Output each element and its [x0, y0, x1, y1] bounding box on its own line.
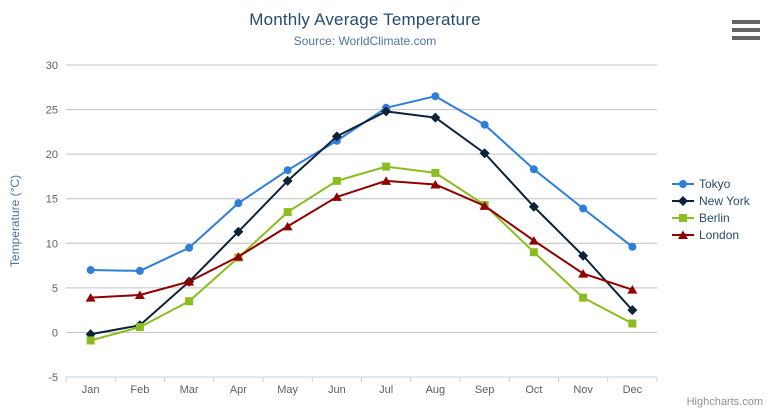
- series-line-new-york[interactable]: [89, 110, 634, 336]
- legend-label: New York: [699, 193, 750, 208]
- data-point[interactable]: [579, 204, 588, 213]
- legend-label: Berlin: [699, 210, 730, 225]
- data-point[interactable]: [233, 252, 244, 261]
- legend-label: London: [699, 227, 740, 242]
- data-point[interactable]: [628, 242, 637, 251]
- legend-label: Tokyo: [699, 176, 731, 191]
- data-point[interactable]: [135, 323, 144, 332]
- y-axis-title: Temperature (°C): [8, 174, 22, 268]
- x-axis-tick-label: Oct: [525, 384, 542, 396]
- data-point[interactable]: [381, 176, 392, 185]
- data-point[interactable]: [282, 221, 293, 231]
- data-point[interactable]: [627, 285, 638, 294]
- series-line-berlin[interactable]: [89, 165, 634, 342]
- data-point[interactable]: [233, 226, 244, 237]
- data-point[interactable]: [331, 192, 342, 201]
- hamburger-icon: [732, 28, 760, 32]
- y-axis-tick-label: 20: [46, 149, 58, 161]
- data-point[interactable]: [331, 131, 342, 142]
- data-point[interactable]: [85, 293, 96, 302]
- data-point[interactable]: [185, 297, 194, 306]
- data-point[interactable]: [480, 120, 489, 129]
- y-axis-tick-label: 5: [52, 283, 58, 295]
- data-point[interactable]: [578, 250, 589, 261]
- data-point[interactable]: [135, 266, 144, 275]
- data-point[interactable]: [528, 201, 539, 212]
- credits-link[interactable]: Highcharts.com: [686, 396, 763, 408]
- data-point[interactable]: [184, 277, 195, 286]
- data-point[interactable]: [234, 199, 243, 208]
- data-point[interactable]: [578, 269, 589, 278]
- y-axis-tick-label: 15: [46, 194, 58, 206]
- triangle-icon: [672, 230, 694, 239]
- data-point[interactable]: [382, 162, 391, 171]
- square-icon: [672, 213, 694, 222]
- data-point[interactable]: [86, 336, 95, 345]
- data-point[interactable]: [430, 179, 441, 189]
- legend-item-berlin[interactable]: Berlin: [672, 209, 750, 226]
- data-point[interactable]: [431, 168, 440, 177]
- x-axis-tick-label: Sep: [475, 384, 495, 396]
- circle-icon: [672, 179, 694, 188]
- series-line-london[interactable]: [89, 179, 634, 299]
- x-axis-tick-label: May: [277, 384, 298, 396]
- data-point[interactable]: [627, 305, 638, 316]
- x-axis-tick-label: Apr: [230, 384, 247, 396]
- y-axis-tick-label: 30: [46, 60, 58, 72]
- diamond-icon: [672, 195, 694, 206]
- data-point[interactable]: [579, 293, 588, 302]
- legend-item-london[interactable]: London: [672, 226, 750, 243]
- chart-title: Monthly Average Temperature: [249, 10, 481, 29]
- x-axis-tick-label: Mar: [180, 384, 199, 396]
- x-axis-tick-label: Aug: [426, 384, 446, 396]
- data-point[interactable]: [86, 266, 95, 275]
- data-point[interactable]: [479, 201, 490, 210]
- data-point[interactable]: [134, 290, 145, 299]
- x-axis-tick-label: Jul: [379, 384, 393, 396]
- x-axis-tick-label: Feb: [130, 384, 149, 396]
- data-point[interactable]: [430, 112, 441, 123]
- legend-item-new-york[interactable]: New York: [672, 192, 750, 209]
- x-axis-tick-label: Dec: [623, 384, 643, 396]
- x-axis-tick-label: Nov: [573, 384, 593, 396]
- data-point[interactable]: [528, 236, 539, 245]
- legend-item-tokyo[interactable]: Tokyo: [672, 175, 750, 192]
- data-point[interactable]: [185, 243, 194, 252]
- legend: Tokyo New York Berlin London: [672, 175, 750, 243]
- data-point[interactable]: [628, 319, 637, 328]
- hamburger-icon: [732, 20, 760, 24]
- data-point[interactable]: [529, 248, 538, 257]
- data-point[interactable]: [431, 92, 440, 101]
- data-point[interactable]: [283, 208, 292, 217]
- series-line-tokyo[interactable]: [89, 95, 634, 272]
- data-point[interactable]: [282, 175, 293, 186]
- data-point[interactable]: [529, 165, 538, 174]
- chart-subtitle: Source: WorldClimate.com: [293, 34, 437, 48]
- data-point[interactable]: [332, 176, 341, 185]
- x-axis-tick-label: Jan: [82, 384, 100, 396]
- y-axis-tick-label: -5: [48, 372, 58, 384]
- y-axis-tick-label: 25: [46, 105, 58, 117]
- data-point[interactable]: [381, 106, 392, 117]
- y-axis-tick-label: 0: [52, 327, 58, 339]
- context-menu-button[interactable]: [732, 20, 760, 40]
- data-point[interactable]: [283, 166, 292, 175]
- hamburger-icon: [732, 36, 760, 40]
- data-point[interactable]: [479, 148, 490, 159]
- x-axis-tick-label: Jun: [328, 384, 346, 396]
- y-axis-tick-label: 10: [46, 238, 58, 250]
